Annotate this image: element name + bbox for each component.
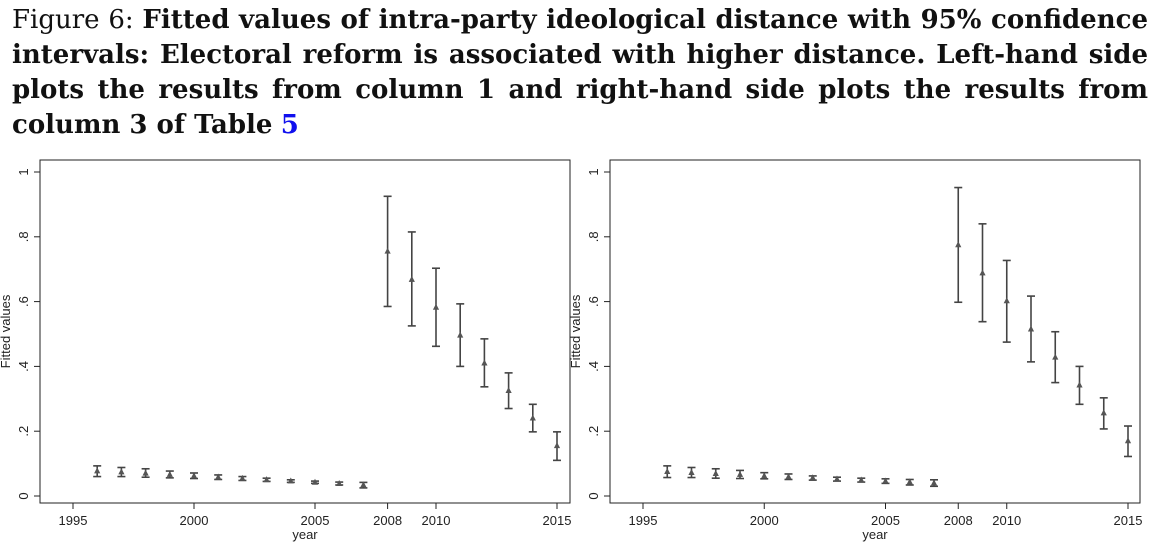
y-tick-label: 1 — [16, 168, 31, 175]
y-tick-label: .2 — [586, 426, 601, 437]
x-tick-label: 2010 — [992, 513, 1021, 528]
data-point — [882, 477, 889, 484]
data-point — [287, 477, 294, 484]
data-point — [785, 473, 792, 480]
data-point — [1076, 381, 1083, 388]
data-point — [833, 475, 841, 482]
y-tick-label: .4 — [586, 361, 601, 372]
data-point — [239, 474, 246, 481]
right-fitted-values-plot: 0 .2 .4 .6 .8 1 1995 2000 2005 2008 2010 2015 year Fi… — [570, 159, 1143, 542]
x-tick-label: 2010 — [422, 513, 451, 528]
x-axis-title: year — [862, 527, 888, 542]
y-tick-label: 1 — [586, 168, 601, 175]
x-tick-label: 1995 — [59, 513, 88, 528]
data-point — [360, 481, 367, 488]
data-point — [809, 474, 816, 481]
figure-label: Figure 6: — [12, 5, 134, 35]
data-point — [263, 476, 270, 483]
y-axis-title: Fitted values — [570, 294, 583, 368]
x-tick-label: 2005 — [871, 513, 900, 528]
data-point — [457, 331, 464, 338]
data-point — [664, 468, 671, 474]
data-point — [118, 468, 125, 475]
data-point — [930, 479, 938, 486]
data-point — [215, 473, 222, 480]
y-tick-label: .6 — [586, 296, 601, 307]
data-point — [979, 269, 986, 276]
data-point — [384, 247, 391, 254]
data-point — [712, 469, 719, 476]
data-point — [311, 478, 319, 485]
data-point — [166, 470, 173, 477]
data-point — [553, 442, 561, 449]
x-tick-label: 2008 — [373, 513, 402, 528]
y-tick-label: .2 — [16, 426, 31, 437]
y-axis-title: Fitted values — [0, 294, 13, 368]
x-tick-label: 2008 — [944, 513, 973, 528]
x-tick-label: 2005 — [301, 513, 330, 528]
x-tick-label: 2015 — [1114, 513, 1143, 528]
x-tick-label: 2000 — [180, 513, 209, 528]
x-axis-title: year — [292, 527, 318, 542]
figure-caption: Figure 6: Fitted values of intra-party i… — [12, 3, 1148, 143]
data-point — [408, 275, 415, 282]
data-point — [481, 359, 488, 366]
y-tick-label: .8 — [586, 231, 601, 242]
figure-caption-text: Fitted values of intra-party ideological… — [12, 5, 1148, 140]
data-point — [142, 469, 149, 476]
x-tick-label: 2015 — [543, 513, 572, 528]
data-point — [336, 480, 343, 486]
data-point — [1027, 325, 1035, 332]
data-point — [688, 469, 695, 475]
y-tick-label: 0 — [16, 492, 31, 499]
plot-frame — [39, 159, 571, 504]
data-point — [1124, 437, 1132, 444]
plot-frame — [609, 159, 1141, 504]
data-point — [1052, 353, 1059, 360]
data-point — [736, 470, 744, 477]
data-point — [1100, 409, 1107, 416]
data-point — [906, 478, 913, 485]
x-tick-label: 1995 — [629, 513, 658, 528]
left-fitted-values-plot: 0 .2 .4 .6 .8 1 1995 2000 2005 2008 2010 2015 year Fi… — [0, 159, 572, 542]
data-point — [505, 387, 512, 393]
y-tick-label: .6 — [16, 296, 31, 307]
data-point — [1003, 297, 1010, 304]
data-point — [955, 241, 962, 248]
table-reference-link[interactable]: 5 — [280, 110, 299, 140]
data-point — [761, 472, 768, 479]
y-tick-label: 0 — [586, 492, 601, 499]
x-tick-label: 2000 — [750, 513, 779, 528]
data-point — [432, 303, 440, 310]
data-point — [529, 414, 536, 421]
y-tick-label: .4 — [16, 361, 31, 372]
data-point — [94, 467, 101, 474]
y-tick-label: .8 — [16, 231, 31, 242]
data-point — [190, 472, 198, 479]
data-point — [858, 476, 865, 483]
